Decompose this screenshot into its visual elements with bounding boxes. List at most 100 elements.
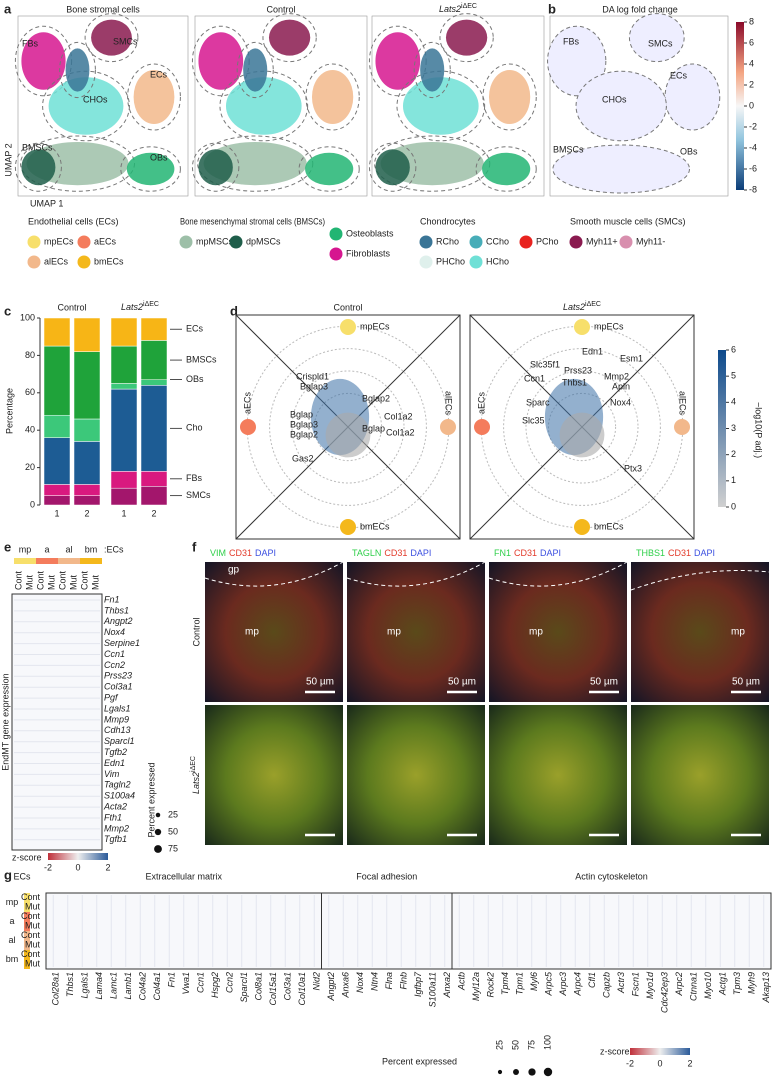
group-label: a [44,544,49,554]
legend-label: CCho [486,236,509,246]
stain-title: FN1 CD31 DAPI [494,548,561,558]
gene-label: Ptx3 [624,463,642,473]
bar-segment [73,351,101,420]
column-label: Mut [24,574,34,590]
row-label-sup: iΔEC [190,756,197,772]
zscore-tick: 2 [687,1058,692,1068]
gene-label: Col3a1 [104,682,133,692]
colorbar [718,350,726,507]
gene-label: Tgfb2 [104,747,127,757]
gene-label: Ccn1 [104,649,125,659]
gene-label: Ntn4 [370,972,380,991]
colorbar-tick-label: -2 [749,121,757,131]
legend-label: Myh11+ [586,236,618,246]
gene-label: Thbs1 [65,972,75,997]
gene-label: Myl6 [529,972,539,991]
cluster-outline [59,41,96,99]
gene-label: Anxa2 [442,972,452,999]
legend-label: Osteoblasts [346,228,394,238]
gene-label: Col28a1 [51,972,61,1006]
section-title: Actin cytoskeleton [575,871,648,881]
stain-name: CD31 [514,548,537,558]
dotplot-frame [451,892,772,970]
cluster-label: BMSCs [553,144,584,154]
gene-label: Col1a2 [386,427,415,437]
gene-label: Tpm4 [500,972,510,995]
size-key [154,845,162,853]
axis-label: UMAP 1 [30,198,63,208]
umap-title-main: Lats2 [439,4,461,14]
size-key [154,828,162,836]
cluster-cells [445,19,488,56]
zscore-bar [48,853,108,860]
stain-name: VIM [210,548,226,558]
group-label: bm [6,954,19,964]
cluster-cells [375,149,410,186]
legend-label: Myh11- [636,236,665,246]
micrograph [347,705,485,845]
corner-swatch [574,519,590,535]
corner-label: bmECs [594,521,624,531]
colorbar-tick-label: 6 [749,37,754,47]
bar-segment [73,484,101,496]
corner-swatch [340,519,356,535]
micrograph [489,705,627,845]
micrograph [489,562,627,702]
legend-title: Chondrocytes [420,216,476,226]
region-label: mp [731,627,745,638]
gene-cloud [325,412,371,458]
row-label: Mut [25,902,41,912]
cluster-cells [268,19,311,56]
row-label: Mut [25,940,41,950]
cluster-outline [628,13,685,63]
umap-title: Bone stromal cells [66,4,140,14]
cluster-outline [475,146,537,192]
gene-label: Cfl1 [587,972,597,988]
gene-label: Cdh13 [104,725,131,735]
gene-label: Lamb1 [123,972,133,1000]
scale-label: 50 µm [732,677,760,688]
corner-swatch [240,419,256,435]
group-bar [24,950,30,969]
gene-label: Myh9 [747,972,757,994]
bar-segment [110,317,138,347]
quad-title-sup: iΔEC [585,301,601,308]
legend-title: Smooth muscle cells (SMCs) [570,216,686,226]
colorbar-tick-label: 1 [731,475,736,485]
group-bar [24,912,30,931]
legend-title: z-score [12,852,42,862]
gene-label: Vwa1 [181,972,191,995]
row-label: Mut [25,921,41,931]
zscore-tick: 0 [657,1058,662,1068]
group-bar [36,558,58,564]
cluster-cells [402,77,479,135]
bar-segment [43,317,71,347]
y-tick-label: 80 [25,350,35,360]
size-key [543,1067,553,1077]
y-tick-label: 60 [25,387,35,397]
cluster-label: SMCs [113,36,138,46]
cluster-label: SMCs [648,38,673,48]
gene-label: Prss23 [104,671,132,681]
cluster-cells [48,77,124,135]
colorbar [736,22,744,190]
bar-segment [110,471,138,489]
size-key-label: 75 [168,843,178,853]
bar-segment [140,471,168,487]
legend-swatch [469,255,483,269]
gene-cloud [559,412,605,458]
zscore-tick: -2 [44,862,52,872]
group-label: ECs [13,871,31,881]
series-label: OBs [186,374,204,384]
stain-title: THBS1 CD31 DAPI [636,548,715,558]
gene-label: Ccn1 [524,373,545,383]
stain-title: VIM CD31 DAPI [210,548,276,558]
gene-label: Myl12a [471,972,481,1001]
legend-swatch [519,235,533,249]
cluster-cells [482,152,531,186]
section-title: Extracellular matrix [145,871,222,881]
gene-label: Nox4 [104,627,125,637]
legend-label: mpMSCs [196,236,234,246]
gene-label: Ccn2 [104,660,125,670]
gene-label: Nid2 [312,972,322,991]
